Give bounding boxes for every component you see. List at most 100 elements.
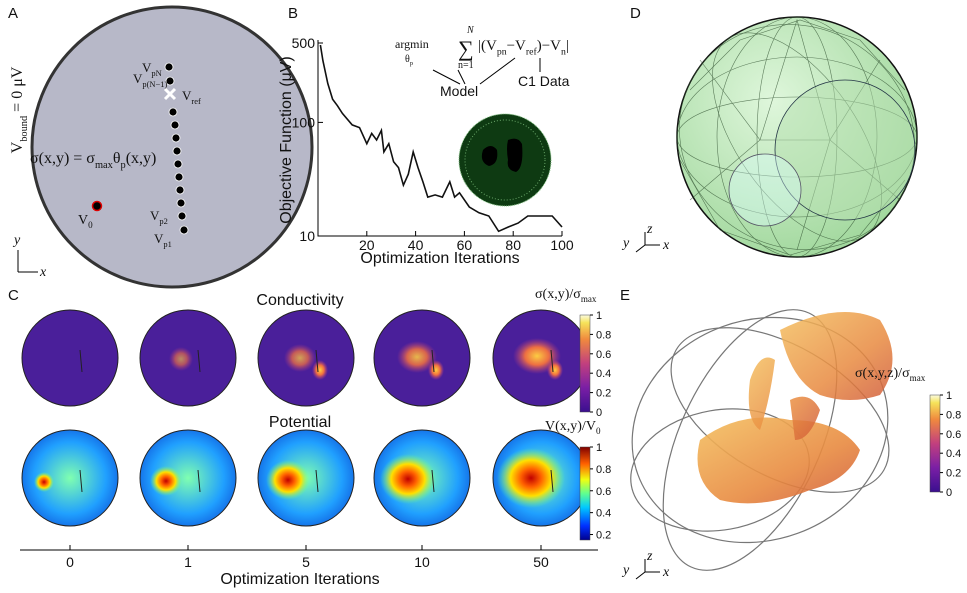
y-tick-label: 100	[292, 114, 316, 130]
axis-label: y	[12, 233, 21, 248]
axis-label: x	[662, 565, 670, 580]
e-body	[698, 418, 861, 504]
text-part: 0	[88, 220, 93, 230]
formula-sum-bottom: n=1	[458, 60, 474, 71]
colorbar-tick-label: 0	[596, 407, 602, 419]
page: {"panel_labels":["A","B","C","D","E"], "…	[0, 0, 967, 593]
colorbar-tick-label: 0.4	[946, 448, 961, 460]
domain-circle	[32, 7, 312, 287]
potential-hot	[34, 472, 54, 492]
text-part: )−V	[537, 38, 561, 54]
c-tick-label: 0	[66, 554, 74, 570]
text-part: ref	[526, 47, 538, 58]
text-part: = 0 μV	[9, 66, 26, 116]
text-part: 0	[596, 426, 601, 436]
text-part: σ(x,y)/σ	[535, 287, 581, 302]
y-tick-label: 500	[292, 35, 316, 51]
colorbar-tick-label: 1	[596, 442, 602, 454]
colorbar-tick-label: 1	[946, 390, 952, 402]
colorbar-tick-label: 1	[596, 310, 602, 322]
text-part: bound	[19, 115, 30, 142]
text-part: −V	[507, 38, 526, 54]
axis-label: z	[646, 549, 653, 564]
colorbar-tick-label: 0.2	[596, 388, 611, 400]
axis-label: x	[662, 238, 670, 253]
potential-hot	[497, 448, 565, 508]
text-part: p2	[159, 216, 167, 226]
axis-label: x	[39, 265, 47, 280]
panel-label: E	[620, 287, 630, 304]
formula-sum: ∑	[458, 36, 474, 61]
text-part: |	[566, 38, 569, 54]
conductivity-blob	[169, 347, 193, 371]
axis-label: y	[621, 236, 630, 251]
colorbar-tick-label: 0.8	[946, 409, 961, 421]
annotation-model: Model	[440, 83, 478, 99]
y-axis-label: Objective Function (μV)	[278, 56, 295, 224]
conductivity-blob	[312, 360, 328, 380]
e-lobe	[780, 312, 893, 400]
text-part: max	[910, 373, 926, 383]
conductivity-blob	[547, 360, 563, 380]
colorbar	[580, 315, 590, 412]
row-title: Potential	[269, 414, 331, 431]
text-part: p1	[163, 239, 171, 249]
axis-label: z	[646, 222, 653, 237]
text-part: V(x,y)/V	[545, 419, 596, 434]
x-axis-label: Optimization Iterations	[360, 250, 519, 267]
conductivity-blob	[428, 360, 444, 380]
potential-hot	[266, 460, 310, 500]
source-dot	[93, 202, 102, 211]
colorbar-tick-label: 0	[946, 487, 952, 499]
c-tick-label: 50	[533, 554, 549, 570]
text-part: V	[78, 213, 88, 228]
text-part: ref	[191, 96, 201, 106]
text-part: σ(x,y) = σ	[30, 150, 95, 167]
conductivity-disk	[22, 310, 118, 406]
text-part: θ	[113, 150, 121, 167]
colorbar-tick-label: 0.8	[596, 464, 611, 476]
text-part: V	[9, 141, 26, 153]
panel-label: A	[8, 5, 18, 22]
text-part: σ(x,y,z)/σ	[855, 366, 910, 381]
colorbar-tick-label: 0.6	[596, 349, 611, 361]
text-part: pn	[497, 47, 507, 58]
formula-body: |(Vpn−Vref)−Vn|	[478, 38, 569, 58]
axis-arrows	[18, 250, 38, 272]
inset-mesh	[459, 114, 551, 206]
colorbar-tick-label: 0.2	[946, 468, 961, 480]
text-part: (x,y)	[126, 150, 157, 167]
colorbar-label: σ(x,y)/σmax	[535, 287, 597, 304]
text-part: max	[581, 294, 597, 304]
axis-label: y	[621, 563, 630, 578]
formula-argmin: argmin	[395, 37, 429, 51]
small-sphere	[729, 154, 801, 226]
panel-label: B	[288, 5, 298, 22]
c-tick-label: 5	[302, 554, 310, 570]
row-title: Conductivity	[256, 292, 343, 309]
colorbar	[580, 447, 590, 540]
figure: ABCDEVbound = 0 μVVpNVp(N−1)VrefVp2Vp1V0…	[0, 0, 967, 593]
colorbar-tick-label: 0.4	[596, 368, 611, 380]
c-tick-label: 1	[184, 554, 192, 570]
potential-hot	[380, 454, 436, 504]
formula-sum-top: N	[466, 25, 475, 36]
c-tick-label: 10	[414, 554, 430, 570]
colorbar-tick-label: 0.6	[596, 486, 611, 498]
panel-label: C	[8, 287, 19, 304]
colorbar-tick-label: 0.4	[596, 508, 611, 520]
text-part: p	[410, 60, 413, 67]
colorbar-label: σ(x,y,z)/σmax	[855, 366, 926, 383]
y-tick-label: 10	[299, 228, 315, 244]
conductivity-blob	[284, 344, 316, 372]
text-part: max	[95, 160, 114, 171]
text-part: |(V	[478, 38, 497, 54]
colorbar-tick-label: 0.2	[596, 530, 611, 542]
annotation-data: C1 Data	[518, 73, 570, 89]
x-tick-label: 100	[550, 237, 574, 253]
colorbar-tick-label: 0.8	[596, 329, 611, 341]
formula-argmin-sub: θp	[405, 54, 413, 67]
potential-hot	[150, 466, 182, 496]
colorbar	[930, 395, 940, 492]
colorbar-tick-label: 0.6	[946, 429, 961, 441]
